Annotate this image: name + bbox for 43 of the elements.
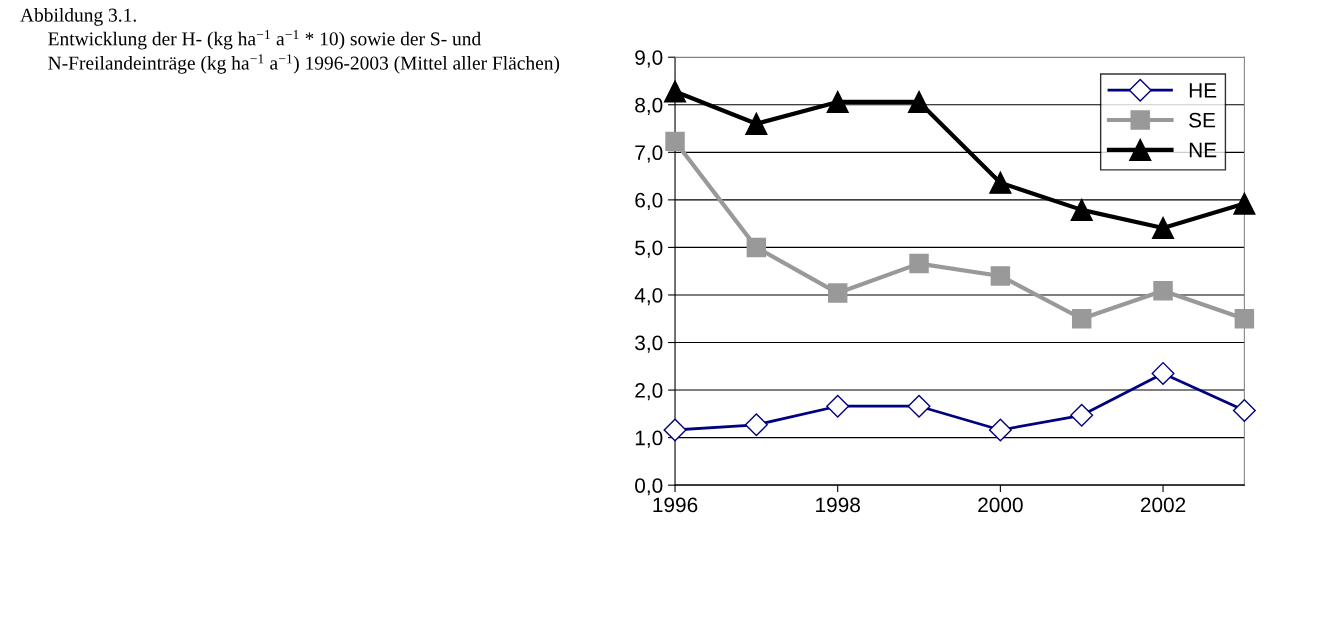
point (826, 394, 850, 418)
point (1151, 216, 1175, 240)
point (907, 394, 931, 418)
y-tick-label: 9,0 (635, 50, 663, 68)
point (1070, 198, 1093, 221)
legend-label: NE (1189, 142, 1217, 158)
point (1151, 361, 1175, 385)
y-tick-label: 1,0 (635, 430, 663, 448)
point (745, 112, 768, 135)
legend-label: SE (1189, 112, 1216, 128)
x-tick-label: 2002 (1140, 497, 1186, 513)
point (990, 266, 1011, 286)
x-tick-label: 1998 (816, 497, 860, 513)
text: Entwicklung der H- (kg ha$^{−1}$ a$^{−1}$ * 10) sowie der S- und N-Freilandeinträge (kg ha$^{−1}$ a$^{−1}$) 1996-2003 (Mittel aller Flächen) (48, 30, 560, 74)
point (746, 237, 767, 258)
point (663, 80, 687, 103)
point (909, 253, 929, 274)
point (1070, 403, 1094, 427)
x-tick-label: 2000 (978, 497, 1023, 513)
point (1153, 280, 1173, 301)
y-tick-label: 0,0 (635, 478, 663, 496)
point (665, 131, 685, 152)
y-tick-label: 3,0 (635, 335, 663, 353)
y-tick-label: 2,0 (635, 383, 663, 401)
point (989, 171, 1012, 194)
point (826, 90, 849, 114)
point (1233, 192, 1256, 215)
y-tick-label: 4,0 (634, 287, 663, 306)
point (1232, 399, 1256, 423)
text: Abbildung 3.1. (20, 8, 136, 26)
point (1234, 309, 1255, 329)
point (907, 90, 931, 114)
point (744, 413, 768, 437)
y-tick-label: 7,0 (635, 145, 663, 163)
point (1071, 309, 1092, 329)
y-tick-label: 6,0 (635, 192, 663, 211)
point (988, 418, 1012, 442)
x-tick-label: 1996 (653, 497, 698, 513)
y-tick-label: 8,0 (635, 97, 663, 115)
legend-label: HE (1189, 83, 1217, 98)
point (827, 283, 848, 303)
point (663, 418, 687, 442)
y-tick-label: 5,0 (635, 240, 663, 258)
